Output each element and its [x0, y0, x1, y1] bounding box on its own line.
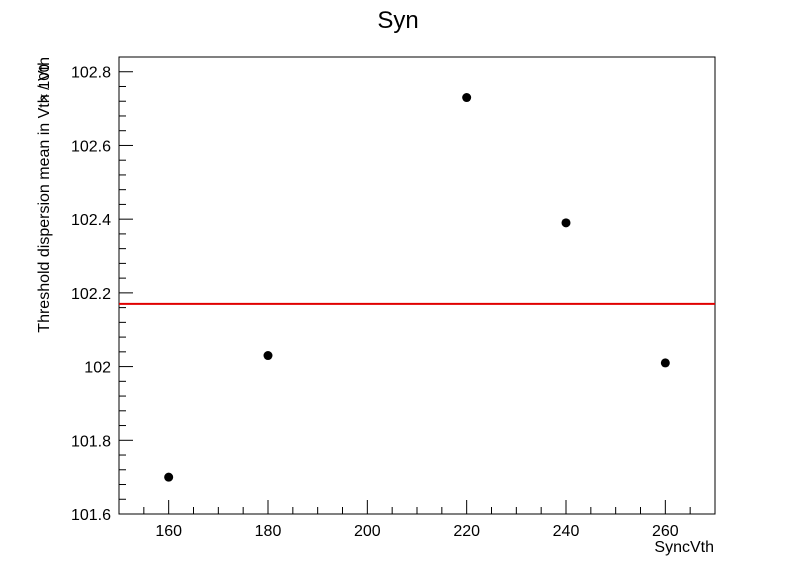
x-tick-label: 160 — [155, 523, 182, 540]
y-tick-label: 102.8 — [71, 65, 111, 82]
y-tick-label: 102.6 — [71, 138, 111, 155]
x-tick-label: 240 — [553, 523, 580, 540]
x-tick-label: 220 — [453, 523, 480, 540]
y-axis-label: Threshold dispersion mean in Vth / Vth — [36, 57, 53, 333]
x-tick-label: 200 — [354, 523, 381, 540]
x-axis-label: SyncVth — [654, 539, 714, 556]
x-tick-label: 180 — [255, 523, 282, 540]
chart-title: Syn — [377, 7, 418, 34]
x-tick-label: 260 — [652, 523, 679, 540]
y-tick-label: 101.8 — [71, 433, 111, 450]
y-tick-label: 102 — [84, 360, 111, 377]
y-tick-label: 102.4 — [71, 212, 111, 229]
x-axis-ticks — [118, 500, 716, 514]
y-axis-ticks — [119, 56, 133, 515]
data-points — [164, 93, 670, 482]
x-axis-tick-labels: 160 180 200 220 240 260 — [155, 523, 678, 540]
data-point — [164, 472, 174, 482]
data-point — [263, 351, 273, 361]
data-point — [660, 358, 670, 368]
y-tick-label: 101.6 — [71, 507, 111, 524]
y-axis-tick-labels: 101.6 101.8 102 102.2 102.4 102.6 102.8 — [71, 65, 111, 524]
data-point — [462, 93, 472, 103]
plot-frame — [118, 56, 716, 515]
data-point — [561, 218, 571, 228]
y-tick-label: 102.2 — [71, 286, 111, 303]
y-axis-multiplier: × 100 — [36, 64, 53, 102]
